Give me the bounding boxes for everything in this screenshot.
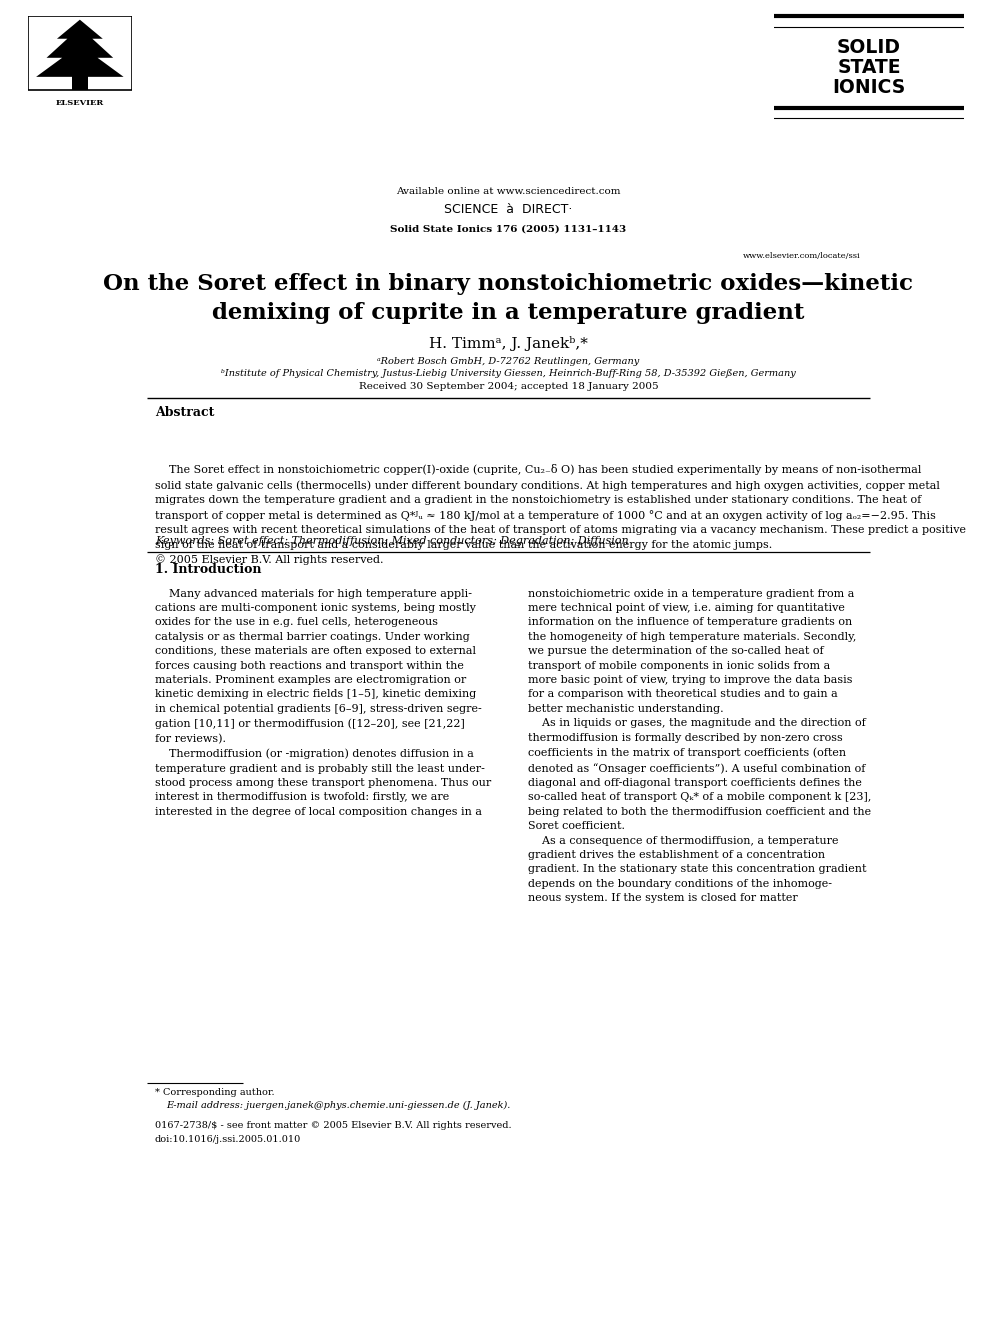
Text: SCIENCE  à  DIRECT·: SCIENCE à DIRECT·: [444, 204, 572, 216]
Text: ELSEVIER: ELSEVIER: [56, 98, 104, 107]
Bar: [28, 16, 132, 90]
Text: Abstract: Abstract: [155, 406, 214, 419]
Text: www.elsevier.com/locate/ssi: www.elsevier.com/locate/ssi: [743, 251, 861, 259]
Text: Solid State Ionics 176 (2005) 1131–1143: Solid State Ionics 176 (2005) 1131–1143: [390, 225, 627, 234]
Text: The Soret effect in nonstoichiometric copper(I)-oxide (cuprite, Cu₂₋δ O) has bee: The Soret effect in nonstoichiometric co…: [155, 464, 966, 565]
Polygon shape: [36, 20, 124, 77]
Text: Keywords: Soret effect; Thermodiffusion; Mixed conductors; Degradation; Diffusio: Keywords: Soret effect; Thermodiffusion;…: [155, 536, 628, 546]
Text: nonstoichiometric oxide in a temperature gradient from a
mere technical point of: nonstoichiometric oxide in a temperature…: [528, 589, 871, 904]
Text: Available online at www.sciencedirect.com: Available online at www.sciencedirect.co…: [396, 187, 621, 196]
Text: SOLID
STATE
IONICS: SOLID STATE IONICS: [832, 38, 906, 97]
Text: On the Soret effect in binary nonstoichiometric oxides—kinetic
demixing of cupri: On the Soret effect in binary nonstoichi…: [103, 273, 914, 324]
Text: 0167-2738/$ - see front matter © 2005 Elsevier B.V. All rights reserved.: 0167-2738/$ - see front matter © 2005 El…: [155, 1122, 512, 1130]
Text: ᵃRobert Bosch GmbH, D-72762 Reutlingen, Germany: ᵃRobert Bosch GmbH, D-72762 Reutlingen, …: [377, 357, 640, 366]
Bar: [71, 75, 88, 90]
Text: H. Timmᵃ, J. Janekᵇ,*: H. Timmᵃ, J. Janekᵇ,*: [429, 336, 588, 351]
Text: Many advanced materials for high temperature appli-
cations are multi-component : Many advanced materials for high tempera…: [155, 589, 491, 816]
Text: E-mail address: juergen.janek@phys.chemie.uni-giessen.de (J. Janek).: E-mail address: juergen.janek@phys.chemi…: [167, 1101, 511, 1110]
Text: ᵇInstitute of Physical Chemistry, Justus-Liebig University Giessen, Heinrich-Buf: ᵇInstitute of Physical Chemistry, Justus…: [221, 369, 796, 378]
Text: doi:10.1016/j.ssi.2005.01.010: doi:10.1016/j.ssi.2005.01.010: [155, 1135, 301, 1143]
Text: 1. Introduction: 1. Introduction: [155, 562, 261, 576]
Text: Received 30 September 2004; accepted 18 January 2005: Received 30 September 2004; accepted 18 …: [358, 382, 659, 392]
Text: * Corresponding author.: * Corresponding author.: [155, 1088, 275, 1097]
